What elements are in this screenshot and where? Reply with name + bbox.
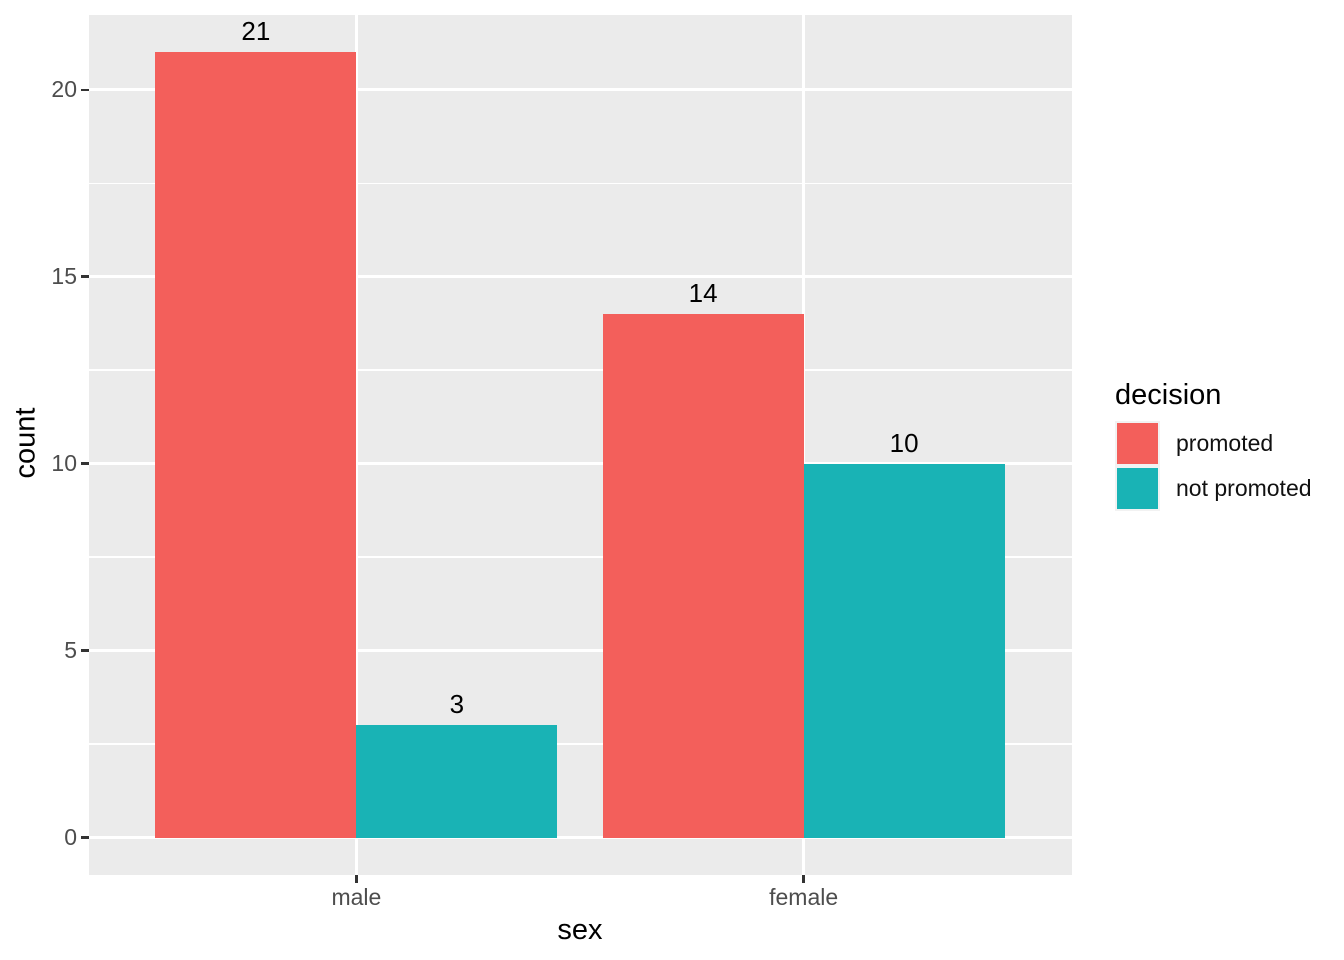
major-gridline (89, 462, 1072, 466)
y-tick-mark (81, 462, 89, 465)
y-tick-mark (81, 649, 89, 652)
y-tick-label: 20 (51, 76, 77, 103)
legend-key (1115, 421, 1160, 466)
bar-value-label: 21 (241, 16, 271, 47)
y-tick-mark (81, 275, 89, 278)
y-tick-mark (81, 836, 89, 839)
major-gridline-vertical (802, 15, 806, 875)
y-axis-title: count (9, 407, 42, 479)
y-tick-label: 15 (51, 263, 77, 290)
legend-item: not promoted (1115, 466, 1312, 511)
legend-key-swatch (1117, 468, 1158, 509)
bar-male-promoted (155, 52, 357, 838)
minor-gridline (89, 556, 1072, 558)
major-gridline (89, 275, 1072, 279)
legend-item: promoted (1115, 421, 1312, 466)
legend: decision promoted not promoted (1115, 378, 1312, 511)
major-gridline (89, 649, 1072, 653)
x-tick-mark (802, 875, 805, 883)
major-gridline (89, 88, 1072, 92)
major-gridline (89, 836, 1072, 840)
x-tick-mark (355, 875, 358, 883)
minor-gridline (89, 369, 1072, 371)
y-tick-label: 5 (64, 637, 77, 664)
bar-female-not-promoted (803, 463, 1005, 838)
bar-male-not-promoted (356, 725, 558, 838)
y-tick-label: 10 (51, 450, 77, 477)
minor-gridline (89, 182, 1072, 184)
legend-item-label: promoted (1176, 430, 1274, 456)
major-gridline-vertical (354, 15, 358, 875)
bar-value-label: 10 (889, 427, 919, 458)
legend-items: promoted not promoted (1115, 421, 1312, 511)
legend-title: decision (1115, 379, 1222, 411)
y-tick-label: 0 (64, 824, 77, 851)
legend-key (1115, 466, 1160, 511)
legend-item-label: not promoted (1176, 475, 1312, 501)
legend-key-swatch (1117, 423, 1158, 464)
x-axis-title: sex (557, 914, 603, 946)
y-tick-mark (81, 88, 89, 92)
minor-gridline (89, 743, 1072, 745)
bar-value-label: 14 (688, 278, 718, 309)
bar-value-label: 3 (449, 689, 465, 720)
x-tick-label: female (769, 884, 839, 910)
bar-female-promoted (602, 314, 804, 838)
x-tick-label: male (331, 884, 382, 910)
